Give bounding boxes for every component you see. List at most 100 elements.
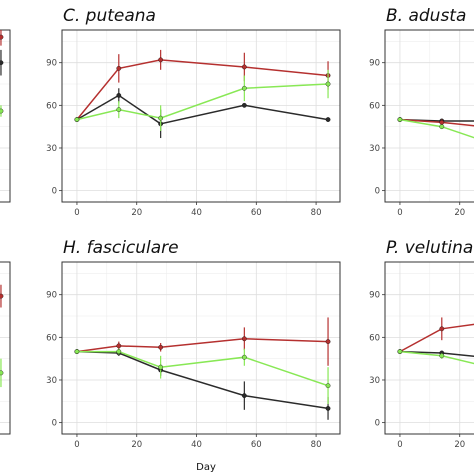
- panel-b-adusta: B. adusta 0 30 60 90 0 20: [369, 6, 474, 218]
- series-line: [76, 338, 329, 353]
- x-tick-label: 60: [251, 208, 262, 218]
- data-point: [0, 60, 4, 66]
- panel-c-puteana: C. puteana 0 30 60 90 0 20 40 60 80: [46, 6, 341, 218]
- series-green: [0, 358, 4, 388]
- y-tick-label: 30: [46, 144, 57, 154]
- data-point: [0, 108, 4, 114]
- data-point: [241, 102, 247, 108]
- y-tick-label: 0: [52, 419, 57, 429]
- series-green: [0, 105, 4, 117]
- data-point: [241, 336, 247, 342]
- data-point: [397, 117, 403, 122]
- series-red: [0, 30, 4, 46]
- plot-area: [397, 317, 474, 365]
- plot-area: [397, 117, 474, 139]
- data-point: [158, 344, 164, 350]
- data-point: [74, 117, 80, 122]
- data-point: [325, 406, 331, 411]
- data-point: [116, 343, 122, 349]
- x-tick-label: 20: [454, 208, 465, 218]
- data-point: [74, 349, 80, 354]
- y-tick-label: 90: [369, 291, 380, 301]
- data-point: [439, 326, 445, 332]
- x-tick-label: 40: [191, 208, 202, 218]
- series-green: [397, 349, 474, 365]
- data-point: [158, 115, 164, 121]
- panel-border: [61, 261, 341, 435]
- y-tick-label: 30: [46, 376, 57, 386]
- data-point: [0, 370, 4, 376]
- data-point: [0, 293, 4, 299]
- data-point: [116, 107, 122, 113]
- data-point: [325, 339, 331, 345]
- x-tick-label: 20: [131, 440, 142, 450]
- plot-area: [74, 49, 331, 139]
- panel-h-fasciculare: H. fasciculare 0 30 60 90 0 20 40 60 80: [46, 238, 341, 450]
- series-red: [74, 317, 331, 366]
- series-green: [74, 348, 331, 405]
- y-tick-label: 30: [369, 376, 380, 386]
- data-point: [158, 57, 164, 63]
- x-tick-label: 20: [454, 440, 465, 450]
- plot-area: [74, 317, 331, 420]
- grid: [62, 262, 340, 434]
- x-tick-label: 0: [74, 440, 79, 450]
- panel-left-bottom-partial: [0, 261, 11, 435]
- data-point: [439, 353, 445, 359]
- y-tick-label: 90: [46, 59, 57, 69]
- x-tick-label: 60: [251, 440, 262, 450]
- panel-p-velutina: P. velutina 0 30 60 90 0 20: [369, 238, 474, 450]
- x-tick-label: 0: [397, 208, 402, 218]
- panel-title: P. velutina: [386, 238, 473, 258]
- series-line: [76, 350, 329, 387]
- plot-area: [0, 30, 4, 117]
- data-point: [439, 119, 445, 125]
- y-tick-label: 60: [369, 101, 380, 111]
- y-tick-label: 90: [46, 291, 57, 301]
- y-tick-label: 30: [369, 144, 380, 154]
- data-point: [325, 117, 331, 122]
- plot-area: [0, 284, 4, 388]
- y-tick-label: 0: [375, 419, 380, 429]
- panel-left-top-partial: [0, 29, 11, 203]
- x-tick-label: 20: [131, 208, 142, 218]
- series-red: [397, 317, 474, 354]
- series-black: [74, 349, 331, 420]
- data-point: [158, 364, 164, 370]
- data-point: [116, 65, 122, 71]
- data-point: [241, 393, 247, 399]
- grid: [385, 30, 474, 202]
- data-point: [116, 92, 122, 98]
- panel-border: [0, 261, 11, 435]
- data-point: [397, 349, 403, 354]
- data-point: [241, 85, 247, 91]
- y-tick-label: 0: [52, 187, 57, 197]
- panel-border: [384, 29, 474, 203]
- series-red: [397, 117, 474, 127]
- data-point: [325, 383, 331, 389]
- x-tick-label: 0: [74, 208, 79, 218]
- panel-border: [384, 261, 474, 435]
- panel-border: [61, 29, 341, 203]
- y-tick-label: 60: [46, 333, 57, 343]
- x-tick-label: 80: [311, 440, 322, 450]
- y-tick-label: 60: [46, 101, 57, 111]
- x-tick-label: 80: [311, 208, 322, 218]
- grid: [385, 262, 474, 434]
- series-red: [0, 284, 4, 308]
- data-point: [241, 354, 247, 360]
- series-black: [0, 49, 4, 76]
- panel-title: H. fasciculare: [63, 238, 179, 258]
- series-green: [74, 69, 331, 131]
- x-tick-label: 0: [397, 440, 402, 450]
- series-black: [74, 88, 331, 139]
- series-line: [76, 94, 329, 125]
- data-point: [325, 81, 331, 87]
- grid: [62, 30, 340, 202]
- x-axis-label: Day: [196, 462, 216, 473]
- panel-title: C. puteana: [63, 6, 156, 26]
- series-black: [397, 349, 474, 357]
- data-point: [241, 64, 247, 70]
- panel-border: [0, 29, 11, 203]
